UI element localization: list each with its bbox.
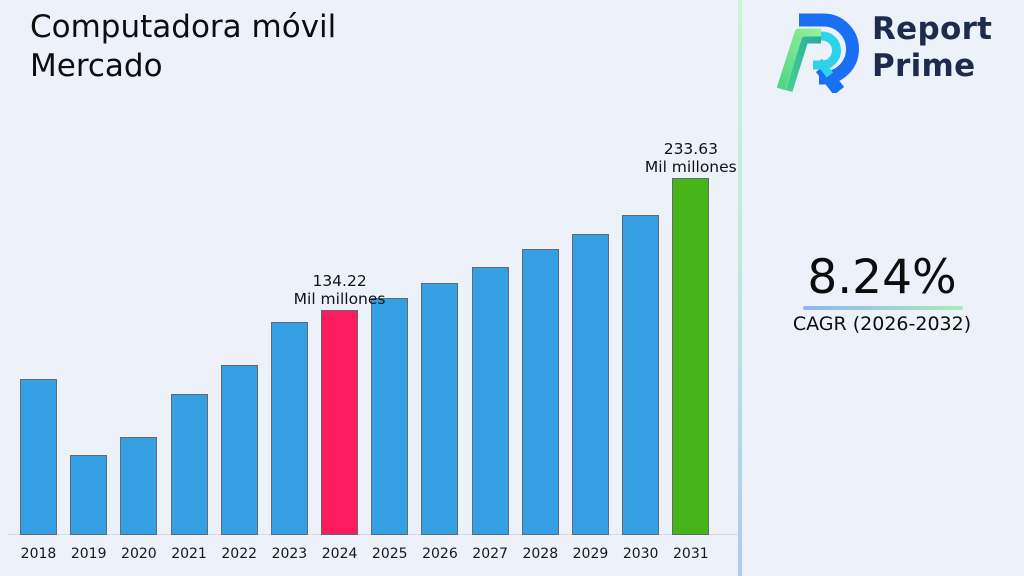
x-tick-2026: 2026 — [422, 546, 458, 562]
x-tick-2019: 2019 — [70, 546, 107, 562]
x-tick-2024: 2024 — [321, 546, 358, 562]
brand-name-line1: Report — [872, 11, 993, 47]
bar-2026 — [421, 283, 459, 535]
brand-logo-icon — [776, 13, 859, 93]
bar-2023 — [270, 322, 308, 535]
x-tick-2030: 2030 — [622, 546, 659, 562]
bar-2018 — [20, 379, 57, 535]
bar-2024 — [321, 310, 359, 535]
bar-chart: 2018 2019 2020 2021 2022 2023 2024 2025 2026 2027… — [8, 140, 738, 562]
bar-2021 — [170, 394, 208, 535]
x-tick-2020: 2020 — [121, 546, 157, 562]
annotation-value: 134.22 — [312, 272, 367, 290]
bar-2020 — [120, 437, 158, 535]
bar-2025 — [371, 298, 409, 535]
cagr-label: CAGR (2026-2032) — [792, 313, 972, 335]
bar-2027 — [471, 267, 509, 535]
x-tick-2027: 2027 — [472, 546, 508, 562]
bar-annotation-2031: 233.63 Mil millones — [611, 140, 771, 176]
bar-2019 — [70, 455, 108, 535]
section-divider — [738, 0, 742, 576]
bar-2030 — [622, 215, 660, 535]
page-title-line2: Mercado — [30, 48, 163, 84]
brand-name-line2: Prime — [872, 48, 976, 84]
annotation-value: 233.63 — [663, 140, 718, 158]
cagr-underline — [803, 306, 963, 310]
x-tick-2022: 2022 — [221, 546, 258, 562]
page-title-line1: Computadora móvil — [30, 9, 337, 45]
x-tick-2021: 2021 — [171, 546, 207, 562]
bar-2031 — [672, 178, 710, 535]
bar-annotation-2024: 134.22 Mil millones — [260, 272, 420, 308]
page-title: Computadora móvil Mercado — [30, 8, 336, 86]
x-tick-2031: 2031 — [673, 546, 709, 562]
cagr-value: 8.24% — [807, 250, 957, 305]
x-tick-2029: 2029 — [572, 546, 609, 562]
x-tick-2025: 2025 — [371, 546, 408, 562]
x-tick-2028: 2028 — [522, 546, 559, 562]
brand-name: Report Prime — [872, 11, 992, 85]
x-tick-2023: 2023 — [271, 546, 308, 562]
x-tick-2018: 2018 — [20, 546, 57, 562]
bar-2022 — [220, 365, 258, 535]
annotation-unit: Mil millones — [644, 158, 737, 176]
bar-2028 — [521, 249, 559, 535]
annotation-unit: Mil millones — [293, 290, 386, 308]
bar-2029 — [571, 234, 609, 535]
